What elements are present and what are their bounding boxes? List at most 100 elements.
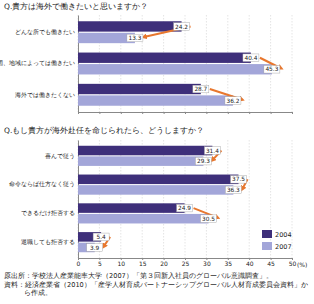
x-tick: 15 (139, 258, 147, 267)
x-tick-mark (185, 112, 186, 114)
x-tick-label: 35 (224, 260, 232, 267)
bars (78, 21, 272, 105)
data-label-box (264, 65, 280, 73)
legend: 20042007 (262, 230, 292, 251)
x-tick (142, 112, 143, 114)
grid-line (249, 140, 250, 258)
data-label: 29.3 (197, 158, 210, 164)
x-tick-label: 20 (160, 260, 168, 267)
data-label: 40.4 (244, 55, 257, 61)
data-label: 24.9 (178, 205, 191, 211)
grid-line (292, 15, 293, 112)
grid-line (227, 140, 228, 258)
y-tick: 海外では働きたくない (15, 92, 75, 99)
x-tick-label: 30 (203, 260, 211, 267)
data-label: 36.3 (227, 187, 240, 193)
x-tick-mark (271, 112, 272, 114)
chart: Q.貴方は海外で働きたいと思いますか？ どんな所でも働きたい国、地域によっては働き… (0, 2, 293, 114)
x-tick-label: 45 (267, 260, 275, 267)
y-tick: 喜んで従う (45, 153, 75, 160)
grid-line (249, 15, 250, 112)
x-tick (121, 112, 122, 114)
bar (78, 53, 251, 63)
data-labels: 24.240.428.713.345.336.2 (127, 23, 280, 105)
data-label-box (87, 244, 103, 252)
chart-title: Q.もし貴方が海外赴任を命じられたら、どうしますか？ (4, 126, 204, 135)
x-axis (79, 112, 293, 114)
data-label-box (195, 157, 211, 165)
data-label-box (93, 233, 109, 241)
bar (78, 84, 201, 94)
x-tick (164, 112, 165, 114)
data-label-box (193, 85, 209, 93)
bar (78, 146, 212, 156)
grid (78, 15, 292, 112)
data-label: 5.4 (96, 234, 106, 240)
data-label: 24.2 (175, 24, 188, 30)
figure: Q.貴方は海外で働きたいと思いますか？ どんな所でも働きたい国、地域によっては働き… (0, 0, 314, 304)
y-tick: 退職しても拒否する (21, 238, 75, 246)
note-line: 原出所：学校法人産業能率大学（2007）「第３回新入社員のグローバル意識調査」。 (4, 272, 273, 280)
x-tick-mark (99, 112, 100, 114)
grid-line (270, 140, 271, 258)
x-tick-mark (249, 112, 250, 114)
y-tick-label: 海外では働きたくない (15, 92, 75, 99)
y-tick: 命令ならば仕方なく従う (9, 180, 75, 188)
data-label: 28.7 (194, 86, 207, 92)
note: 資料：経済産業省（2010）「産学人材育成パートナーシップグローバル人材育成委員… (4, 280, 308, 298)
notes: 原出所：学校法人産業能率大学（2007）「第３回新入社員のグローバル意識調査」。… (4, 272, 308, 297)
y-tick-label: 国、地域によっては働きたい (0, 60, 75, 67)
bar (78, 175, 239, 185)
x-tick: 10 (117, 258, 125, 267)
y-tick: どんな所でも働きたい (15, 29, 75, 36)
data-label-box (174, 23, 190, 31)
data-label-box (225, 186, 241, 194)
y-tick: 国、地域によっては働きたい (0, 60, 75, 67)
data-label: 45.3 (265, 66, 278, 72)
x-tick-mark (121, 112, 122, 114)
data-label-box (201, 215, 217, 223)
x-tick-mark (228, 112, 229, 114)
x-tick-mark (206, 112, 207, 114)
data-label: 37.5 (232, 176, 245, 182)
y-tick-label: どんな所でも働きたい (15, 29, 75, 36)
chart: Q.もし貴方が海外赴任を命じられたら、どうしますか？ 0 5 10 15 20 25 30 35… (4, 126, 307, 268)
x-tick: 30 (203, 258, 211, 267)
x-tick: 0 (77, 258, 81, 267)
bar (78, 214, 209, 224)
x-tick (249, 112, 250, 114)
y-tick-label: 退職しても拒否する (21, 238, 75, 246)
x-tick: 5 (98, 258, 102, 267)
grid-line (292, 140, 293, 258)
note: 原出所：学校法人産業能率大学（2007）「第３回新入社員のグローバル意識調査」。 (4, 272, 273, 280)
bars (78, 146, 239, 252)
data-label: 13.3 (128, 35, 141, 41)
x-tick-label: 5 (98, 260, 102, 267)
bar (78, 156, 203, 166)
x-tick (185, 112, 186, 114)
y-tick-label: 喜んで従う (45, 153, 75, 160)
chart-title: Q.貴方は海外で働きたいと思いますか？ (4, 2, 148, 11)
data-label: 3.9 (90, 245, 100, 251)
y-tick-label: できるだけ拒否する (21, 210, 75, 217)
x-axis: 0 5 10 15 20 25 30 35 40 45 50 (77, 258, 297, 267)
x-tick: 45 (267, 258, 275, 267)
x-tick-mark (164, 112, 165, 114)
x-tick: 25 (182, 258, 190, 267)
y-axis: どんな所でも働きたい国、地域によっては働きたい海外では働きたくない (0, 16, 79, 113)
x-tick: 40 (246, 258, 254, 267)
note-line: ら作成。 (24, 289, 52, 297)
legend-swatch (262, 242, 272, 250)
grid (78, 140, 292, 258)
bar (78, 33, 135, 43)
x-tick: 50 (289, 258, 297, 267)
x-tick (292, 112, 293, 114)
data-label-box (204, 147, 220, 155)
data-label-box (243, 54, 259, 62)
x-tick-label: 15 (139, 260, 147, 267)
data-label-box (225, 97, 241, 105)
y-tick: できるだけ拒否する (21, 210, 75, 217)
x-axis-line (79, 113, 293, 115)
x-tick-label: 10 (117, 260, 125, 267)
bar (78, 95, 233, 105)
